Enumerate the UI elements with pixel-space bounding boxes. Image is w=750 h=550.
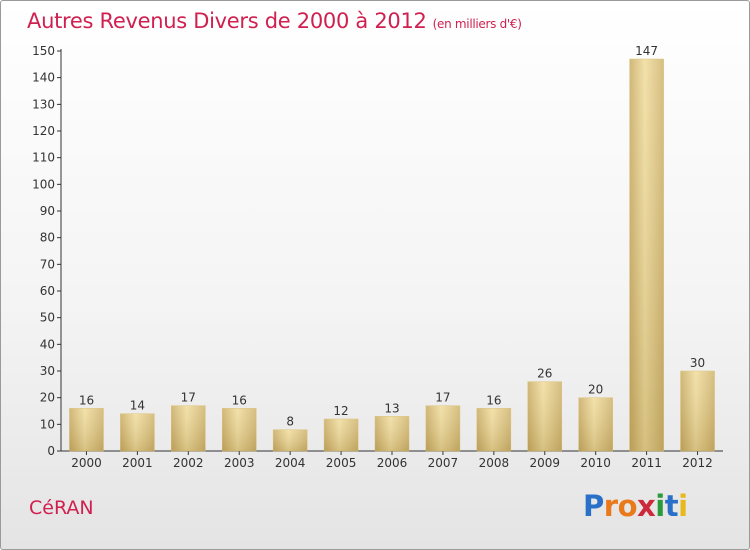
logo-letter: t: [664, 489, 679, 523]
bar-shade: [171, 405, 206, 451]
x-tick-label: 2007: [428, 456, 459, 470]
y-tick-label: 30: [40, 364, 55, 378]
logo-letter: x: [637, 489, 656, 523]
data-label: 16: [232, 393, 247, 407]
data-label: 13: [384, 401, 399, 415]
x-tick-label: 2009: [529, 456, 560, 470]
data-label: 12: [333, 404, 348, 418]
bar-shade: [222, 408, 257, 451]
y-tick-label: 140: [32, 71, 55, 85]
x-tick-label: 2012: [682, 456, 713, 470]
chart-title: Autres Revenus Divers de 2000 à 2012 (en …: [27, 9, 522, 33]
y-tick-label: 60: [40, 284, 55, 298]
y-tick-label: 120: [32, 124, 55, 138]
y-tick-label: 150: [32, 44, 55, 58]
y-tick-label: 100: [32, 177, 55, 191]
proxiti-logo[interactable]: Proxiti: [583, 489, 688, 523]
x-tick-label: 2004: [275, 456, 306, 470]
bar-shade: [375, 416, 409, 451]
y-tick-label: 90: [40, 204, 55, 218]
bar-shade: [680, 371, 715, 451]
bar-shade: [273, 429, 308, 451]
logo-letter: i: [678, 489, 688, 523]
y-tick-label: 50: [40, 311, 55, 325]
data-label: 14: [130, 399, 145, 413]
y-tick-label: 70: [40, 257, 55, 271]
place-name: CéRAN: [29, 497, 94, 519]
y-tick-label: 40: [40, 337, 55, 351]
bar-shade: [629, 59, 664, 451]
x-tick-label: 2003: [224, 456, 255, 470]
logo-letter: o: [617, 489, 638, 523]
x-tick-label: 2010: [580, 456, 611, 470]
bar-shade: [425, 405, 460, 451]
data-label: 16: [79, 393, 94, 407]
x-tick-label: 2000: [71, 456, 102, 470]
y-tick-label: 10: [40, 417, 55, 431]
data-label: 8: [286, 415, 294, 429]
chart-axes: 0 10 20 30 40 50 60 70 80 90 100 110 120 130 140 150: [32, 44, 723, 458]
logo-letter: r: [603, 489, 618, 523]
x-tick-label: 2002: [173, 456, 204, 470]
chart-labels: 2000 16 2001 14 2002 17 2003 16 2004 8 2005 12 2006 1…: [71, 44, 713, 470]
y-tick-label: 20: [40, 391, 55, 405]
bar-shade: [476, 408, 511, 451]
logo-letter: i: [655, 489, 665, 523]
bar-shade: [527, 381, 562, 451]
data-label: 147: [635, 44, 658, 58]
data-label: 16: [486, 393, 501, 407]
chart-subtitle: (en milliers d'€): [432, 17, 522, 31]
data-label: 20: [588, 383, 603, 397]
data-label: 17: [435, 391, 450, 405]
bar-shade: [69, 408, 104, 451]
x-tick-label: 2001: [122, 456, 153, 470]
bar-shade: [120, 413, 155, 451]
x-tick-label: 2011: [631, 456, 662, 470]
bar-shade: [324, 419, 359, 451]
data-label: 30: [690, 356, 705, 370]
data-label: 26: [537, 367, 552, 381]
y-tick-label: 130: [32, 97, 55, 111]
x-tick-label: 2008: [479, 456, 510, 470]
y-tick-label: 110: [32, 151, 55, 165]
y-tick-label: 80: [40, 231, 55, 245]
chart-bars: [69, 58, 715, 452]
data-label: 17: [181, 391, 196, 405]
y-tick-label: 0: [47, 444, 55, 458]
x-tick-label: 2005: [326, 456, 357, 470]
x-tick-label: 2006: [377, 456, 408, 470]
logo-letter: P: [583, 489, 604, 523]
chart-title-text: Autres Revenus Divers de 2000 à 2012: [27, 9, 427, 33]
bar-shade: [578, 397, 613, 451]
